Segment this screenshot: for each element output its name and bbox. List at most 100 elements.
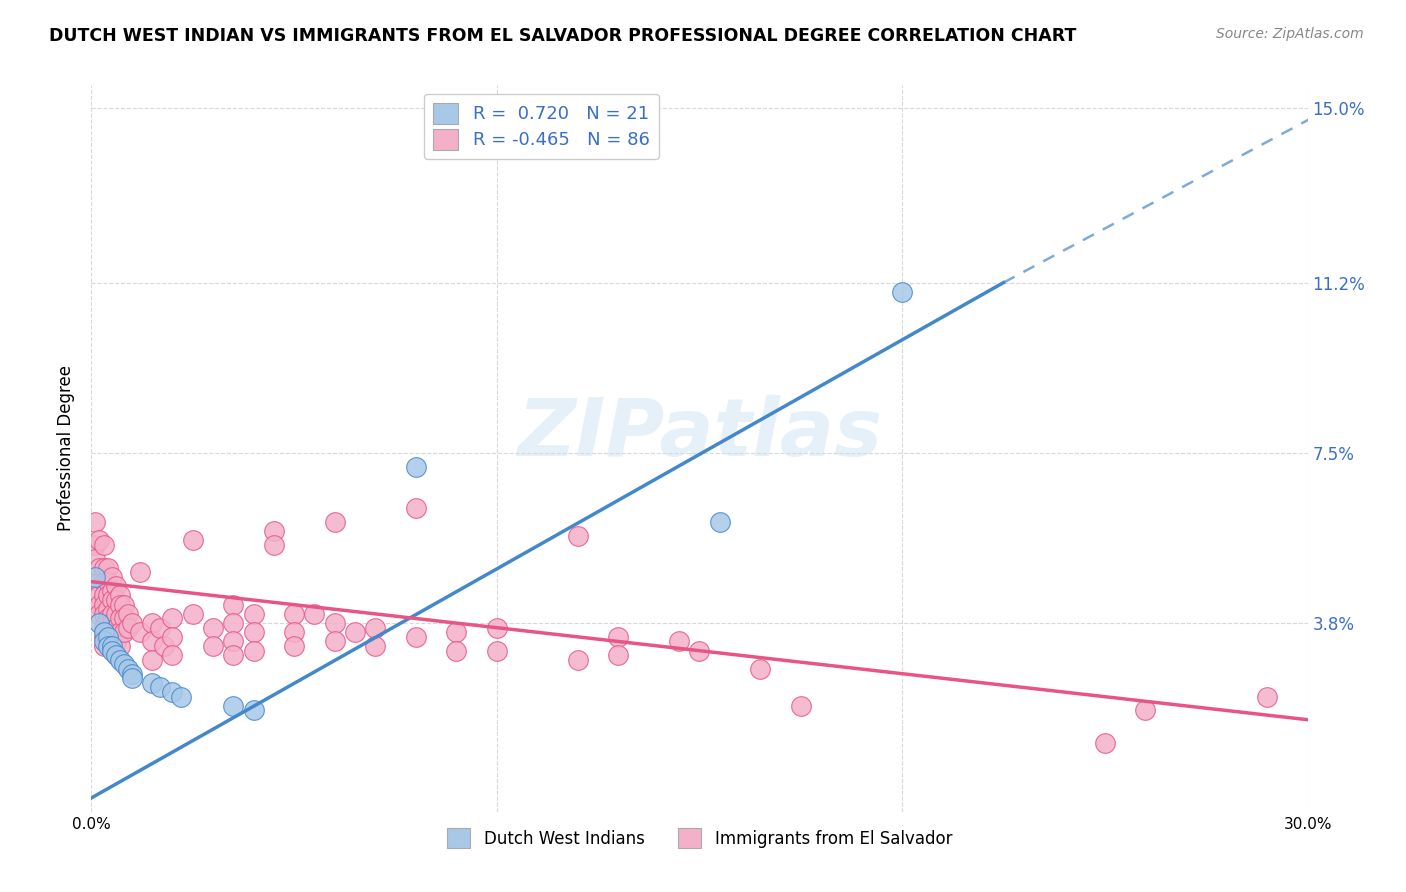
Point	[89, 598, 111, 612]
Point	[97, 630, 120, 644]
Point	[688, 643, 710, 657]
Point	[181, 533, 204, 548]
Point	[668, 634, 690, 648]
Point	[485, 643, 508, 657]
Point	[104, 607, 127, 621]
Point	[97, 625, 120, 640]
Point	[149, 621, 172, 635]
Point	[93, 598, 115, 612]
Point	[364, 639, 387, 653]
Point	[89, 607, 111, 621]
Point	[84, 515, 107, 529]
Point	[162, 630, 184, 644]
Point	[323, 616, 346, 631]
Point	[709, 515, 731, 529]
Point	[222, 698, 245, 713]
Point	[567, 653, 589, 667]
Point	[93, 634, 115, 648]
Point	[97, 611, 120, 625]
Point	[121, 671, 143, 685]
Point	[323, 515, 346, 529]
Point	[117, 621, 139, 635]
Point	[242, 643, 264, 657]
Point	[100, 570, 122, 584]
Point	[100, 607, 122, 621]
Point	[121, 666, 143, 681]
Point	[304, 607, 326, 621]
Point	[242, 704, 264, 718]
Point	[89, 616, 111, 631]
Point	[222, 648, 245, 663]
Point	[97, 639, 120, 653]
Point	[129, 625, 152, 640]
Point	[263, 524, 285, 538]
Point	[222, 598, 245, 612]
Point	[93, 639, 115, 653]
Point	[89, 561, 111, 575]
Point	[93, 621, 115, 635]
Point	[100, 593, 122, 607]
Point	[891, 285, 914, 299]
Point	[121, 616, 143, 631]
Point	[108, 625, 131, 640]
Point	[93, 538, 115, 552]
Point	[242, 625, 264, 640]
Point	[108, 639, 131, 653]
Point	[93, 630, 115, 644]
Legend: Dutch West Indians, Immigrants from El Salvador: Dutch West Indians, Immigrants from El S…	[440, 822, 959, 855]
Point	[104, 648, 127, 663]
Point	[112, 611, 135, 625]
Point	[1094, 736, 1116, 750]
Y-axis label: Professional Degree: Professional Degree	[58, 365, 76, 532]
Point	[749, 662, 772, 676]
Point	[364, 621, 387, 635]
Point	[444, 643, 467, 657]
Point	[84, 551, 107, 566]
Point	[283, 607, 305, 621]
Point	[97, 589, 120, 603]
Point	[104, 648, 127, 663]
Point	[141, 653, 163, 667]
Point	[117, 662, 139, 676]
Point	[485, 621, 508, 635]
Point	[100, 639, 122, 653]
Point	[89, 574, 111, 589]
Point	[97, 561, 120, 575]
Point	[100, 639, 122, 653]
Point	[343, 625, 366, 640]
Point	[100, 583, 122, 598]
Point	[405, 630, 427, 644]
Point	[162, 685, 184, 699]
Point	[93, 625, 115, 640]
Point	[112, 598, 135, 612]
Point	[108, 611, 131, 625]
Point	[169, 690, 191, 704]
Text: DUTCH WEST INDIAN VS IMMIGRANTS FROM EL SALVADOR PROFESSIONAL DEGREE CORRELATION: DUTCH WEST INDIAN VS IMMIGRANTS FROM EL …	[49, 27, 1077, 45]
Point	[100, 630, 122, 644]
Point	[84, 570, 107, 584]
Point	[1135, 704, 1157, 718]
Point	[283, 625, 305, 640]
Point	[104, 634, 127, 648]
Point	[141, 676, 163, 690]
Point	[405, 459, 427, 474]
Point	[153, 639, 176, 653]
Point	[89, 533, 111, 548]
Point	[263, 538, 285, 552]
Text: ZIPatlas: ZIPatlas	[517, 394, 882, 473]
Point	[242, 607, 264, 621]
Point	[129, 566, 152, 580]
Point	[567, 529, 589, 543]
Point	[104, 621, 127, 635]
Point	[202, 621, 225, 635]
Point	[108, 589, 131, 603]
Point	[108, 598, 131, 612]
Point	[93, 561, 115, 575]
Point	[97, 574, 120, 589]
Point	[104, 593, 127, 607]
Point	[607, 648, 630, 663]
Point	[283, 639, 305, 653]
Point	[444, 625, 467, 640]
Point	[97, 602, 120, 616]
Point	[100, 643, 122, 657]
